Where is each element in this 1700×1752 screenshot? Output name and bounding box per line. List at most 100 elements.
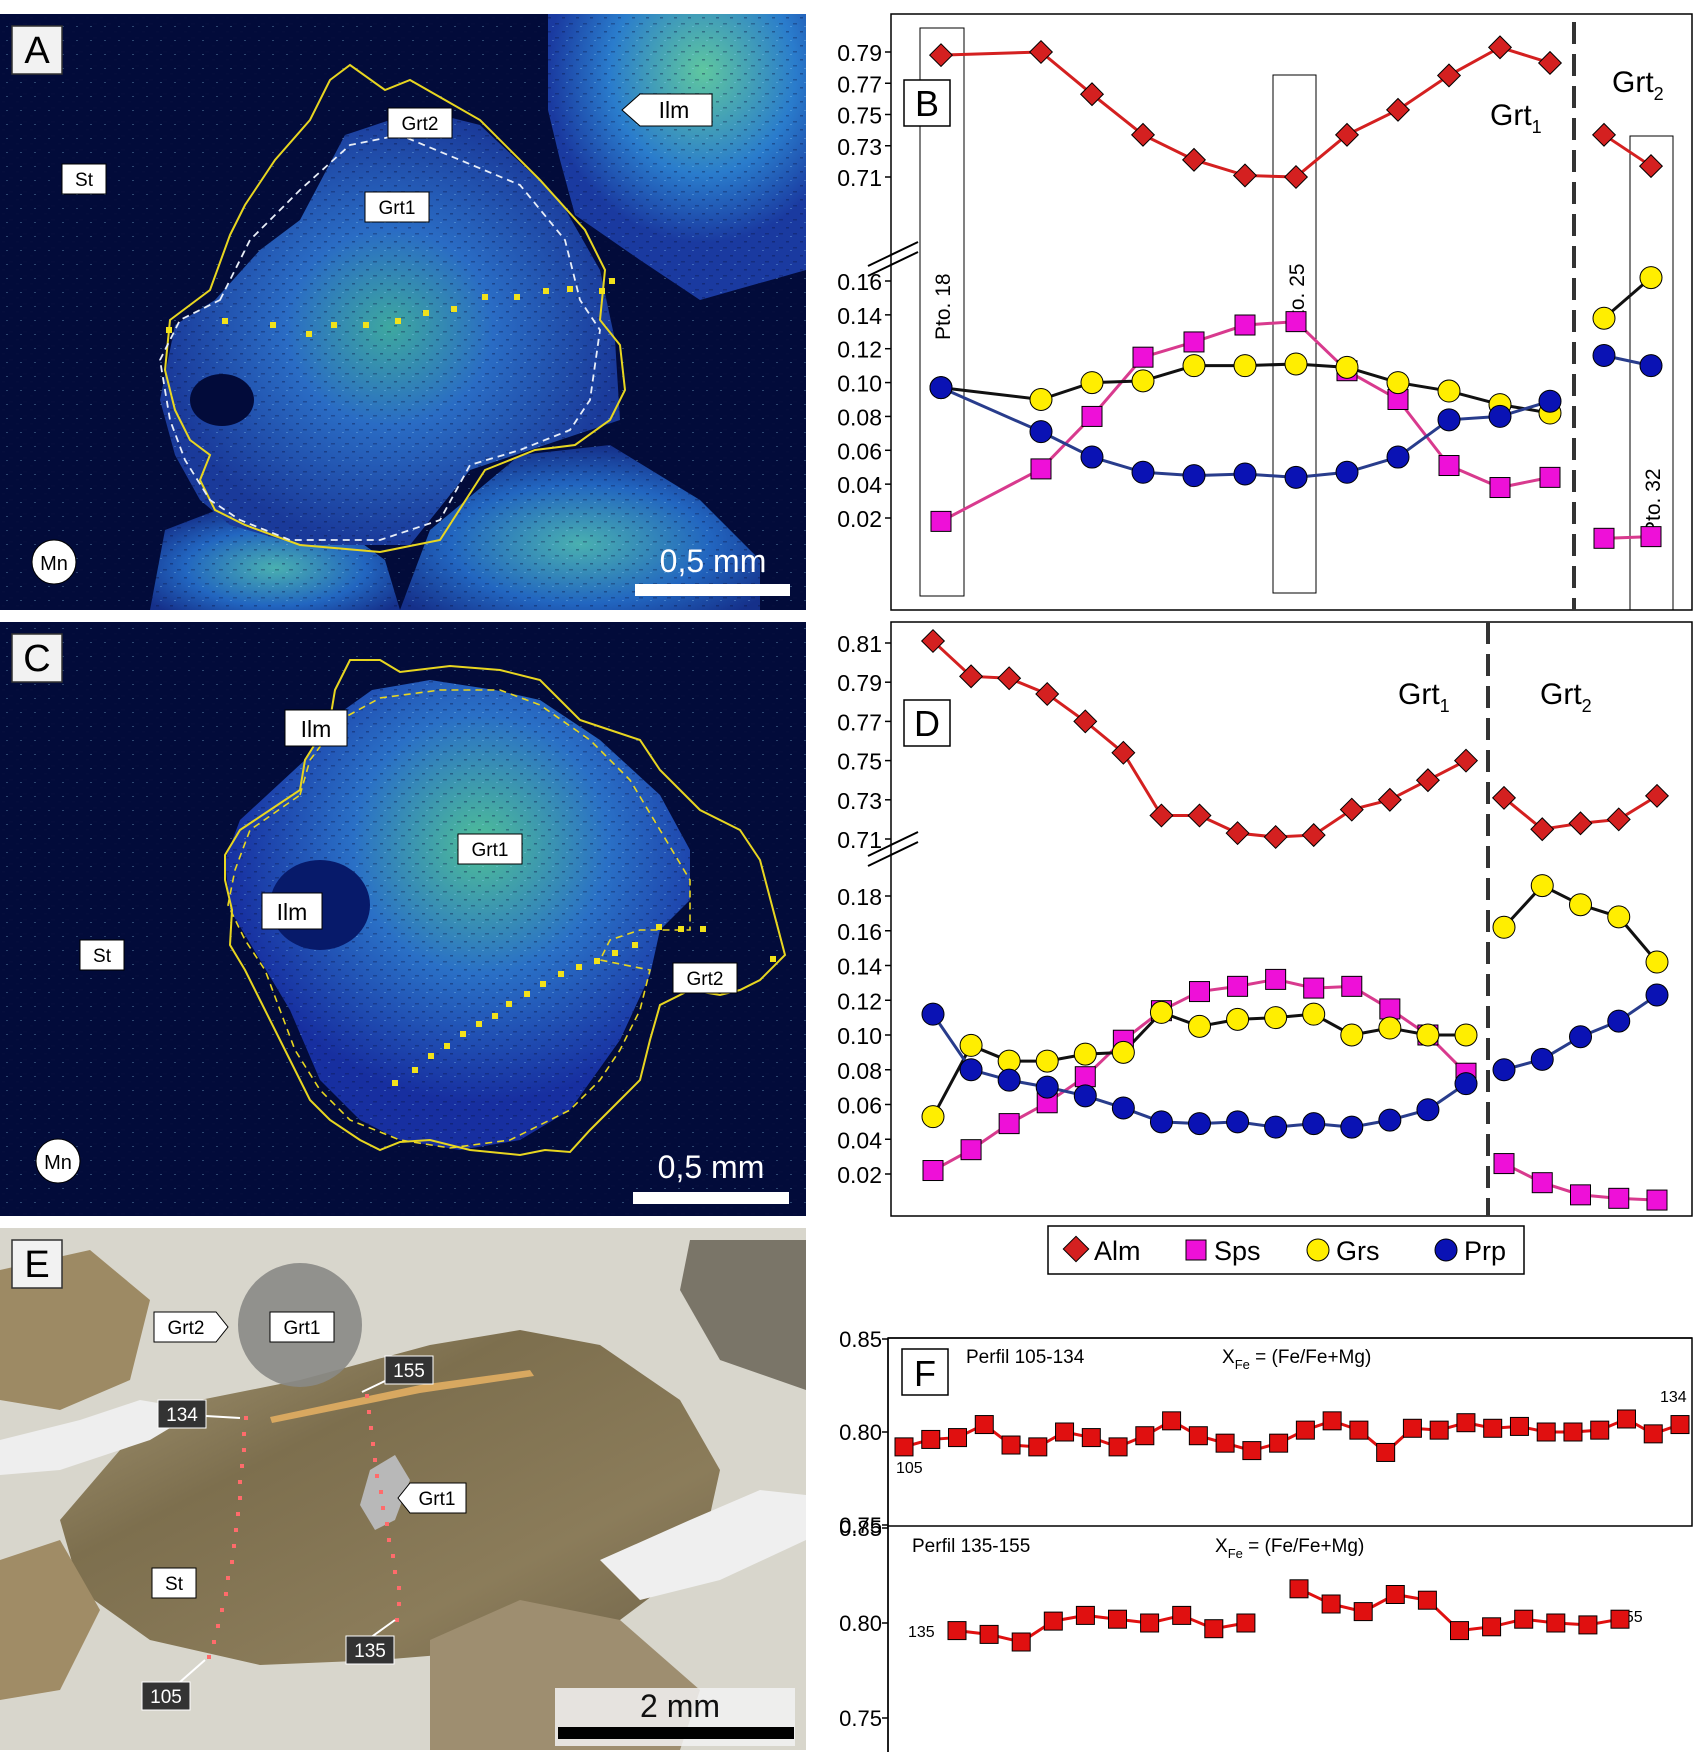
- panel-d-grt1-sps-point-10: [1303, 977, 1325, 999]
- panel-b-boxes: [919, 27, 1674, 611]
- panel-f-upper-formula: XFe = (Fe/Fe+Mg): [1222, 1347, 1371, 1372]
- panel-b-grt1-grs-point-4: [1182, 354, 1206, 378]
- panel-f-upper-point-3: [974, 1415, 994, 1435]
- panel-b-axis-break: [867, 241, 919, 277]
- grt1-outline: [159, 134, 601, 541]
- panel-d-grt1-alm-point-13: [1415, 768, 1440, 793]
- panel-c-label-ilm-inclusion: Ilm: [261, 892, 323, 930]
- panel-b-grt2-sps-point-1: [1640, 526, 1662, 548]
- pto-18-box: [919, 27, 965, 597]
- panel-b-zone-grt2: Grt2: [1612, 66, 1664, 104]
- panel-f-lower-point-1-9: [1578, 1615, 1598, 1635]
- svg-text:2 mm: 2 mm: [640, 1688, 720, 1724]
- panel-d-grt1-prp-point-3: [1035, 1075, 1059, 1099]
- panel-d-grt2-alm-point-4: [1644, 783, 1670, 808]
- panel-a-label-grt2: Grt2: [387, 107, 453, 139]
- panel-d-grt1-sps-point-12: [1379, 998, 1401, 1020]
- panel-d-lower-tick-label-3: 0.12: [837, 988, 882, 1014]
- panel-d-lower-tick-label-0: 0.18: [837, 884, 882, 910]
- panel-d-grt1-alm-point-5: [1111, 740, 1136, 765]
- panel-c-label-mn: Mn: [35, 1138, 81, 1184]
- panel-c-texture: [0, 622, 806, 1216]
- panel-d-grt2-grs-point-3: [1607, 905, 1631, 929]
- panel-f-lower-point-1-3: [1385, 1585, 1405, 1604]
- panel-f-label-135: 135: [908, 1624, 935, 1641]
- panel-f-upper-point-11: [1188, 1426, 1208, 1446]
- panel-d-grt1-sps-point-8: [1227, 975, 1249, 997]
- panel-b-grt1-sps-point-3: [1132, 346, 1154, 368]
- panel-a-label-st: St: [61, 163, 107, 195]
- panel-d-grt1-sps-point-4: [1074, 1066, 1096, 1088]
- panel-f-lower-formula: XFe = (Fe/Fe+Mg): [1215, 1536, 1364, 1561]
- panel-b-grt1-prp-point-11: [1538, 389, 1562, 413]
- svg-text:Sps: Sps: [1214, 1236, 1261, 1266]
- panel-e-white-vein: [0, 1400, 200, 1475]
- panel-d-upper-tick-label-2: 0.77: [837, 709, 882, 735]
- panel-b-grt2-prp-point-1: [1639, 354, 1663, 378]
- panel-f-lower-point-0-6: [1140, 1613, 1160, 1633]
- panel-b-upper-tick-label-3: 0.73: [837, 134, 882, 160]
- panel-f-lower-point-0-8: [1204, 1619, 1224, 1639]
- panel-d-lower-tick-label-5: 0.08: [837, 1058, 882, 1084]
- svg-text:Perfil 135-155: Perfil 135-155: [912, 1536, 1030, 1557]
- panel-f-upper-title: Perfil 105-134: [966, 1347, 1085, 1368]
- panel-b-grt1-grs-point-8: [1386, 371, 1410, 395]
- panel-b-grt1-alm-point-0: [928, 43, 954, 68]
- panel-f-upper-point-20: [1429, 1420, 1449, 1440]
- panel-d-lower-tick-label-2: 0.14: [837, 954, 882, 980]
- panel-b-grt1-sps-point-5: [1234, 314, 1256, 336]
- panel-f-upper-point-9: [1135, 1426, 1155, 1446]
- panel-f-letter: F: [901, 1348, 949, 1396]
- panel-d-grt2-prp-point-2: [1569, 1025, 1592, 1049]
- panel-f-lower-point-0-4: [1075, 1605, 1095, 1625]
- panel-f-upper-point-6: [1055, 1422, 1075, 1442]
- panel-d-grt2-sps-point-1: [1531, 1172, 1553, 1194]
- panel-d-grt1-sps-point-2: [998, 1113, 1020, 1135]
- panel-b-series: [928, 35, 1664, 549]
- svg-text:Grt1: Grt1: [472, 840, 509, 861]
- panel-e-profile-135-155: [365, 1394, 401, 1622]
- panel-b-grt1-prp-point-7: [1335, 460, 1359, 484]
- panel-f-upper-point-28: [1643, 1424, 1663, 1444]
- panel-b-grt1-alm-point-3: [1130, 122, 1156, 147]
- svg-text:Grt2: Grt2: [402, 114, 439, 135]
- legend-item-prp: Prp: [1434, 1236, 1506, 1266]
- svg-text:Mn: Mn: [44, 1152, 72, 1174]
- panel-b-lower-ticks: 0.16 0.14 0.12 0.10 0.08 0.06 0.04 0.02: [837, 269, 891, 532]
- svg-text:XFe = (Fe/Fe+Mg): XFe = (Fe/Fe+Mg): [1222, 1347, 1371, 1372]
- panel-a-label-ilm: Ilm: [621, 93, 713, 127]
- panel-f-upper-point-8: [1108, 1437, 1128, 1457]
- panel-b-grt1-alm-point-2: [1079, 82, 1105, 107]
- panel-d-grt1-alm-point-14: [1453, 748, 1479, 773]
- panel-b-chart: Pto. 18 Pto. 25 Pto. 32 0.790.770.750.73…: [837, 13, 1693, 611]
- panel-a-inclusion: [190, 374, 254, 426]
- panel-d-lower-tick-label-4: 0.10: [837, 1023, 882, 1049]
- panel-b-letter: B: [903, 79, 951, 127]
- svg-text:St: St: [93, 946, 112, 967]
- panel-d-grt1-prp-point-4: [1073, 1084, 1097, 1108]
- svg-text:Grt1: Grt1: [419, 1489, 456, 1510]
- panel-d-chart: 0.810.790.770.750.730.71 0.180.160.140.1…: [837, 621, 1693, 1217]
- panel-d-grt1-alm-point-4: [1073, 709, 1098, 734]
- svg-text:134: 134: [166, 1405, 198, 1426]
- panel-d-grt1-grs-point-1: [959, 1033, 983, 1057]
- panel-f-upper-point-29: [1670, 1415, 1690, 1435]
- panel-b-grt1-alm-point-10: [1487, 35, 1513, 60]
- panel-d-grt1-grs-point-8: [1226, 1007, 1250, 1031]
- panel-f-upper-point-22: [1483, 1418, 1503, 1438]
- panel-e-scale-bar: 2 mm: [555, 1688, 795, 1746]
- panel-a-letter: A: [11, 25, 63, 75]
- panel-d-grt1-prp-point-5: [1111, 1096, 1135, 1120]
- panel-b-grt1-sps-point-11: [1539, 466, 1561, 488]
- panel-b-grt1-prp-point-6: [1284, 465, 1308, 489]
- panel-d-grt1-prp-point-1: [959, 1058, 983, 1082]
- svg-text:St: St: [75, 170, 94, 191]
- panel-f-lower-line-0: [956, 1613, 1247, 1644]
- panel-b-grt1-sps-point-10: [1489, 477, 1511, 499]
- panel-d-grt1-alm-point-6: [1149, 803, 1174, 828]
- svg-text:Grt1: Grt1: [379, 198, 416, 219]
- panel-e-label-grt2: Grt2: [153, 1311, 229, 1343]
- panel-d-lower-tick-label-1: 0.16: [837, 919, 882, 945]
- panel-f-lower-point-0-5: [1108, 1609, 1127, 1629]
- panel-e-grt1-small: [360, 1455, 410, 1530]
